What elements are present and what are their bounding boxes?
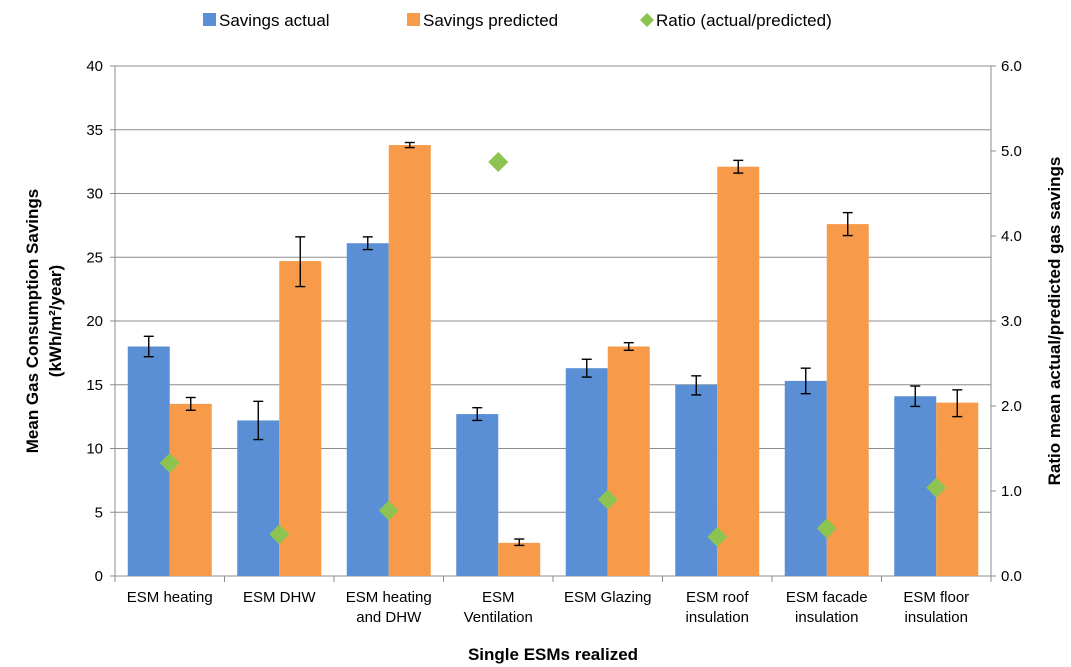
x-category-label: ESM roof <box>686 589 749 606</box>
y-tick-label: 25 <box>86 249 103 266</box>
x-category-label: and DHW <box>356 609 422 626</box>
bar-savings-actual <box>565 368 608 576</box>
legend-label: Savings actual <box>219 11 330 30</box>
bar-savings-actual <box>456 414 499 576</box>
y-tick-label: 40 <box>86 58 103 75</box>
x-category-label: insulation <box>795 609 858 626</box>
y2-tick-label: 2.0 <box>1001 398 1022 415</box>
ratio-marker <box>816 518 837 539</box>
ratio-marker <box>597 489 618 510</box>
y-axis-title-line: Mean Gas Consumption Savings <box>23 189 42 454</box>
ratio-marker <box>488 152 509 173</box>
x-category-label: ESM facade <box>786 589 868 606</box>
y-axis-title: Mean Gas Consumption Savings (kWh/m²/year… <box>23 189 65 454</box>
bar-savings-actual <box>675 384 718 576</box>
bar-savings-predicted <box>279 261 322 576</box>
x-category-label: ESM DHW <box>243 589 316 606</box>
bar-savings-actual <box>346 243 389 576</box>
y2-axis-title: Ratio mean actual/predicted gas savings <box>1045 157 1064 486</box>
bar-savings-actual <box>784 380 827 576</box>
y2-tick-label: 4.0 <box>1001 228 1022 245</box>
ratio-marker <box>269 524 290 545</box>
bar-savings-actual <box>237 420 280 576</box>
bar-savings-predicted <box>388 145 431 577</box>
ratio-marker <box>159 452 180 473</box>
bar-savings-predicted <box>169 403 212 576</box>
y2-tick-label: 5.0 <box>1001 143 1022 160</box>
x-axis-title: Single ESMs realized <box>468 645 638 664</box>
legend-label: Ratio (actual/predicted) <box>656 11 832 30</box>
y-tick-label: 35 <box>86 122 103 139</box>
ratio-marker <box>378 500 399 521</box>
y-tick-label: 0 <box>95 568 103 585</box>
y-tick-label: 15 <box>86 377 103 394</box>
x-category-label: ESM <box>482 589 515 606</box>
y2-tick-label: 3.0 <box>1001 313 1022 330</box>
y-tick-label: 10 <box>86 441 103 458</box>
y-axis-title-line: (kWh/m²/year) <box>46 265 65 377</box>
legend-label: Savings predicted <box>423 11 558 30</box>
x-category-label: ESM Glazing <box>564 589 652 606</box>
legend-swatch <box>640 13 654 27</box>
y-tick-label: 20 <box>86 313 103 330</box>
bar-savings-predicted <box>717 166 760 576</box>
x-category-label: insulation <box>686 609 749 626</box>
y2-tick-label: 1.0 <box>1001 483 1022 500</box>
x-category-label: ESM heating <box>127 589 213 606</box>
x-category-label: ESM floor <box>903 589 969 606</box>
legend-swatch <box>203 13 216 26</box>
x-category-label: insulation <box>905 609 968 626</box>
x-category-label: ESM heating <box>346 589 432 606</box>
y-tick-label: 30 <box>86 186 103 203</box>
y-tick-label: 5 <box>95 504 103 521</box>
ratio-marker <box>926 477 947 498</box>
ratio-marker <box>707 526 728 547</box>
bar-savings-predicted <box>607 346 650 576</box>
bar-savings-predicted <box>826 224 869 576</box>
y2-tick-label: 0.0 <box>1001 568 1022 585</box>
x-category-label: Ventilation <box>464 609 533 626</box>
legend-swatch <box>407 13 420 26</box>
y2-tick-label: 6.0 <box>1001 58 1022 75</box>
bar-savings-predicted <box>498 542 541 576</box>
